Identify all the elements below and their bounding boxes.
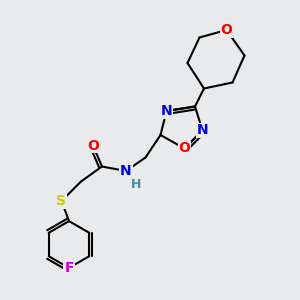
Text: F: F [64, 261, 74, 275]
Text: O: O [220, 23, 232, 37]
Text: N: N [197, 124, 208, 137]
Text: O: O [178, 142, 190, 155]
Text: S: S [56, 194, 67, 208]
Text: H: H [131, 178, 142, 191]
Text: N: N [161, 104, 172, 118]
Text: O: O [87, 139, 99, 152]
Text: N: N [120, 164, 132, 178]
